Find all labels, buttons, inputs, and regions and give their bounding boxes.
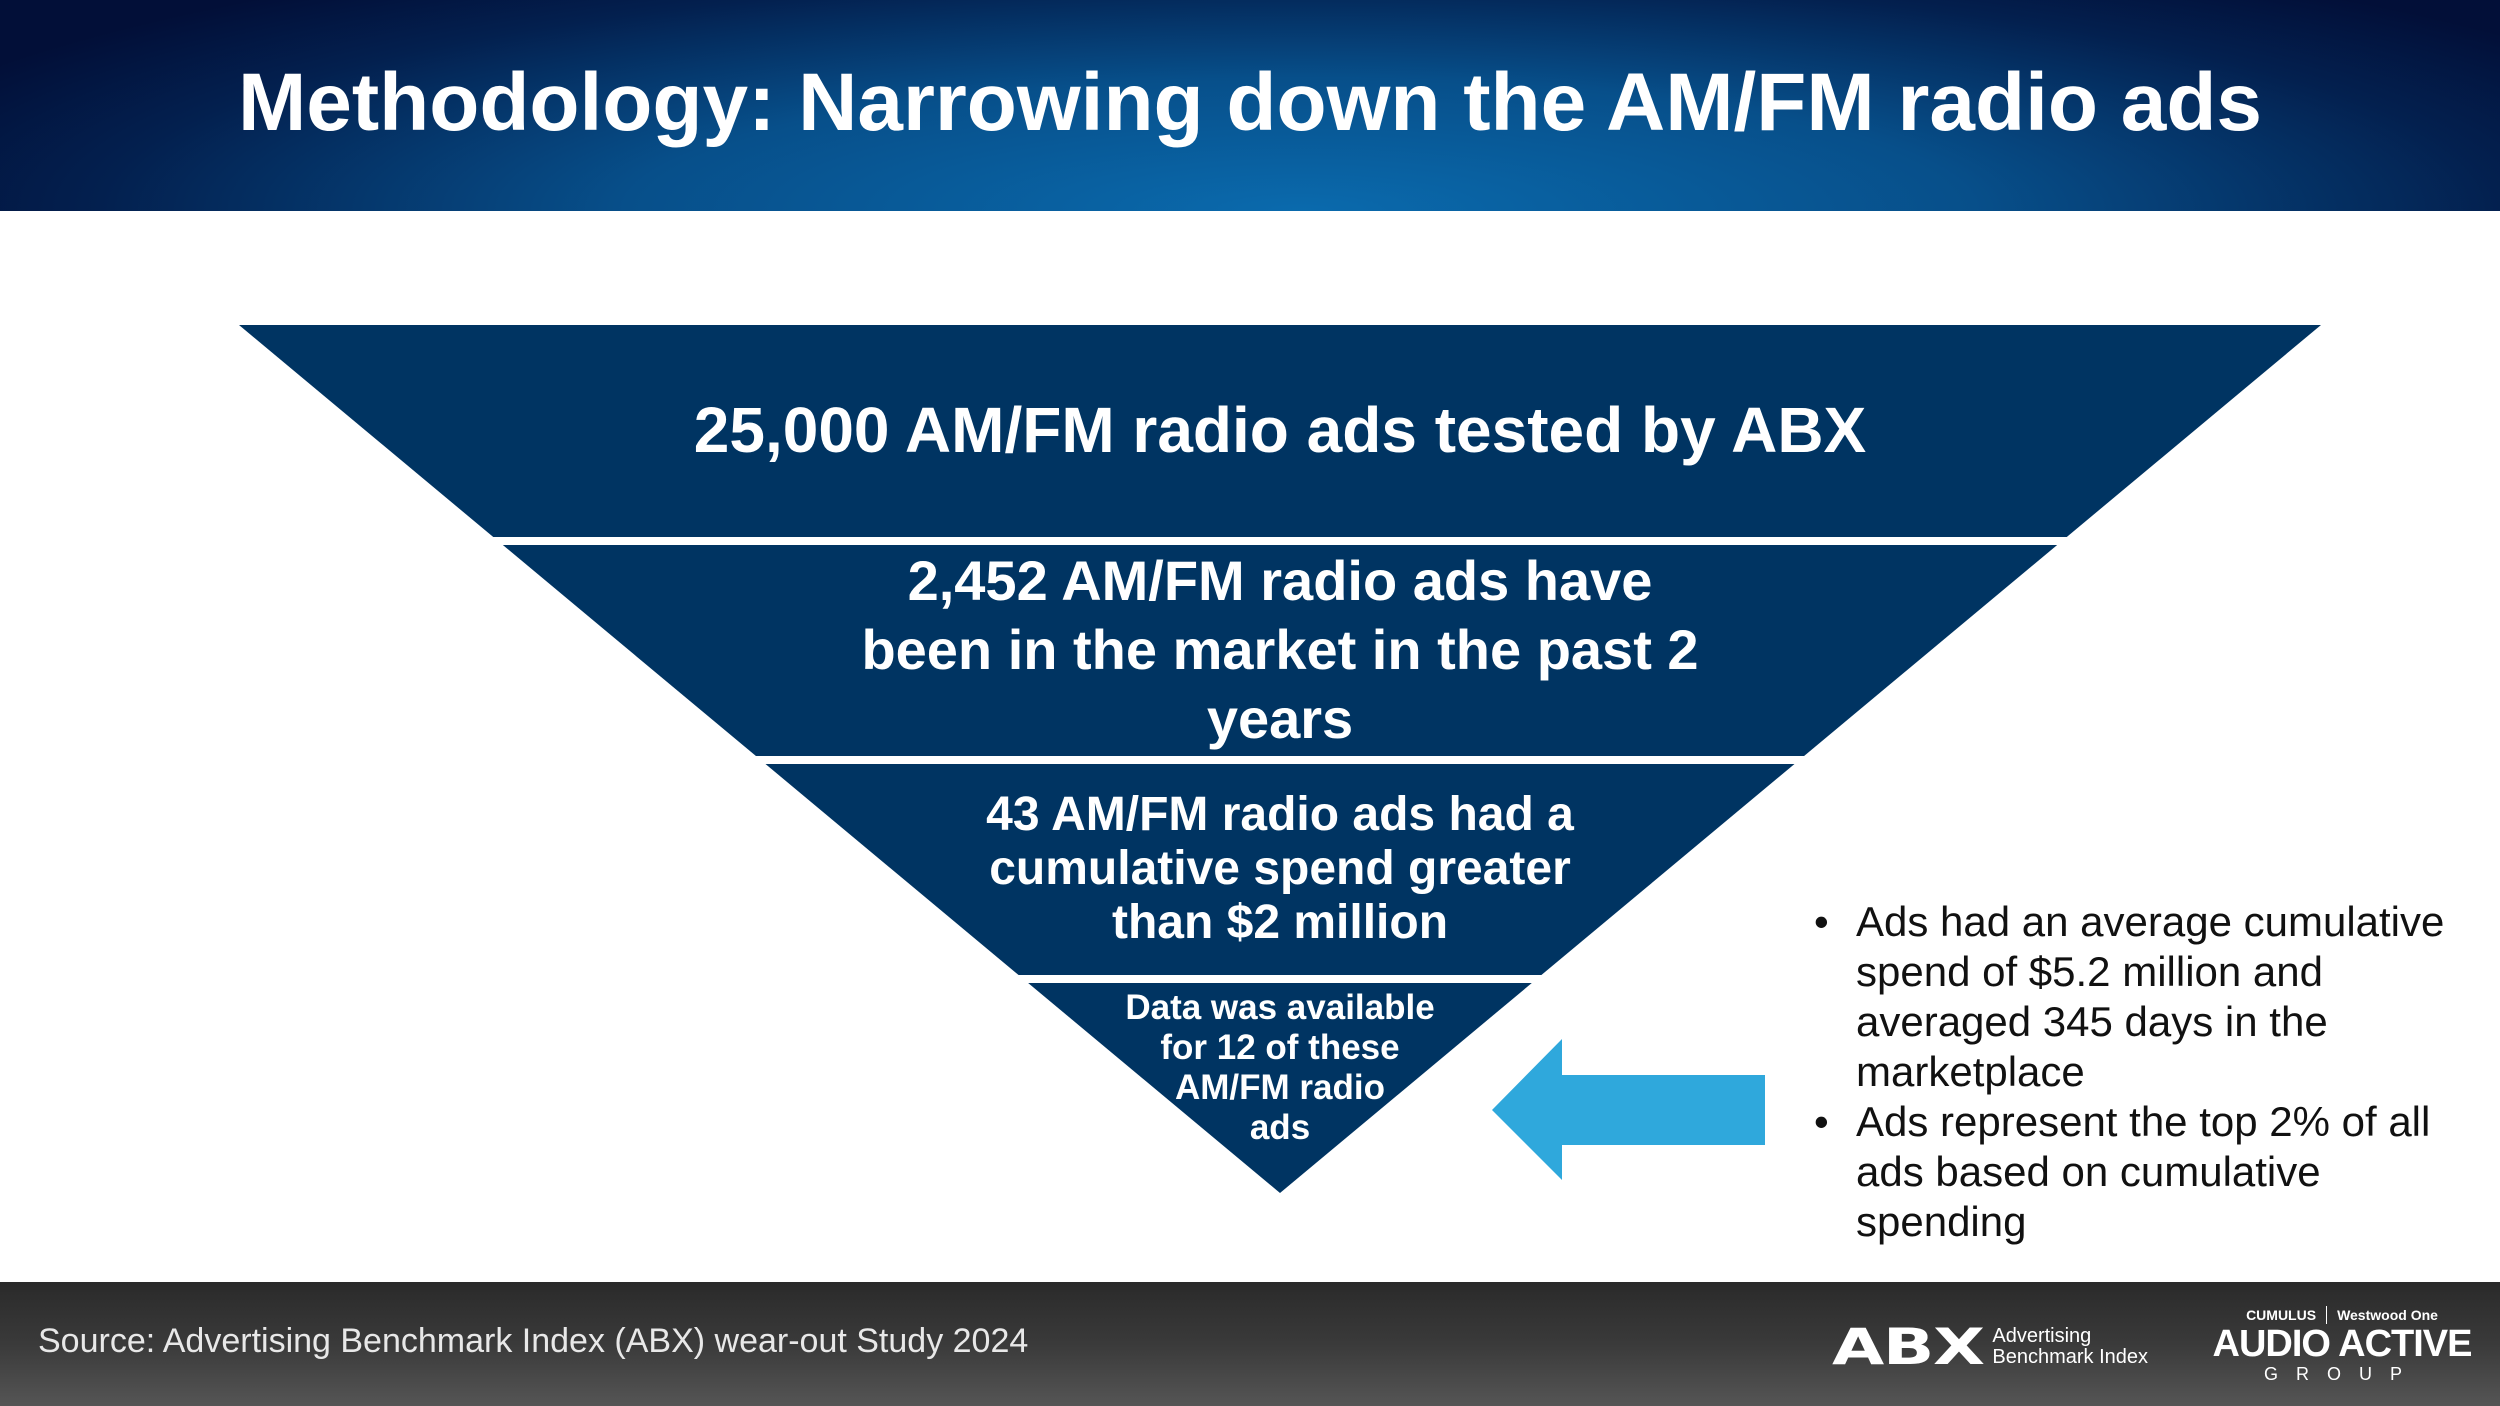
divider xyxy=(2326,1306,2328,1324)
tier-text: for 12 of these xyxy=(1160,1028,1400,1067)
partner-logos: CUMULUS Westwood One xyxy=(2212,1306,2472,1324)
aag-logo-main: AUDIO ACTIVE xyxy=(2212,1323,2473,1365)
list-item: • Ads represent the top 2% of all ads bas… xyxy=(1814,1097,2474,1247)
bullet-icon: • xyxy=(1814,1098,1829,1145)
tier-text: than $2 million xyxy=(1111,896,1449,949)
abx-logo-mark: ABX xyxy=(1832,1318,1985,1376)
audio-active-group-logo: CUMULUS Westwood One AUDIO ACTIVE GROUP xyxy=(2212,1306,2472,1384)
tier-text: 25,000 AM/FM radio ads tested by ABX xyxy=(693,394,1867,466)
tier-text: 2,452 AM/FM radio ads have xyxy=(907,549,1653,612)
tier-text: ads xyxy=(1249,1108,1311,1147)
findings-list: • Ads had an average cumulative spend of … xyxy=(1814,897,2474,1247)
tier-text: Data was available xyxy=(1125,988,1435,1027)
tier-text: been in the market in the past 2 xyxy=(861,618,1699,681)
bullet-text: Ads represent the top 2% of all ads base… xyxy=(1856,1098,2431,1245)
abx-logo-line: Benchmark Index xyxy=(1992,1346,2148,1368)
bullet-icon: • xyxy=(1814,898,1829,945)
tier-text: AM/FM radio xyxy=(1175,1068,1385,1107)
tier-text: 43 AM/FM radio ads had a xyxy=(986,788,1574,841)
funnel-tier-3: 43 AM/FM radio ads had a cumulative spen… xyxy=(900,788,1660,950)
abx-logo: ABX Advertising Benchmark Index xyxy=(1832,1318,2148,1376)
tier-text: cumulative spend greater xyxy=(989,842,1571,895)
page-title: Methodology: Narrowing down the AM/FM ra… xyxy=(237,57,2263,148)
list-item: • Ads had an average cumulative spend of … xyxy=(1814,897,2474,1097)
abx-logo-line: Advertising xyxy=(1992,1325,2092,1347)
abx-logo-text: Advertising Benchmark Index xyxy=(1992,1326,2148,1368)
bullet-text: Ads had an average cumulative spend of $… xyxy=(1856,898,2445,1095)
funnel-tier-4: Data was available for 12 of these AM/FM… xyxy=(1080,988,1480,1148)
arrow-left-icon xyxy=(1492,1039,1765,1180)
funnel-tier-1: 25,000 AM/FM radio ads tested by ABX xyxy=(480,392,2080,468)
aag-logo-sub: GROUP xyxy=(2263,1364,2420,1384)
westwood-one-logo: Westwood One xyxy=(2337,1307,2438,1323)
tier-text: years xyxy=(1206,687,1354,750)
funnel-tier-2: 2,452 AM/FM radio ads have been in the m… xyxy=(740,546,1820,753)
footer-bar xyxy=(0,1282,2500,1406)
title-banner xyxy=(0,0,2500,211)
source-note: Source: Advertising Benchmark Index (ABX… xyxy=(38,1322,1029,1360)
cumulus-logo: CUMULUS xyxy=(2246,1307,2317,1323)
